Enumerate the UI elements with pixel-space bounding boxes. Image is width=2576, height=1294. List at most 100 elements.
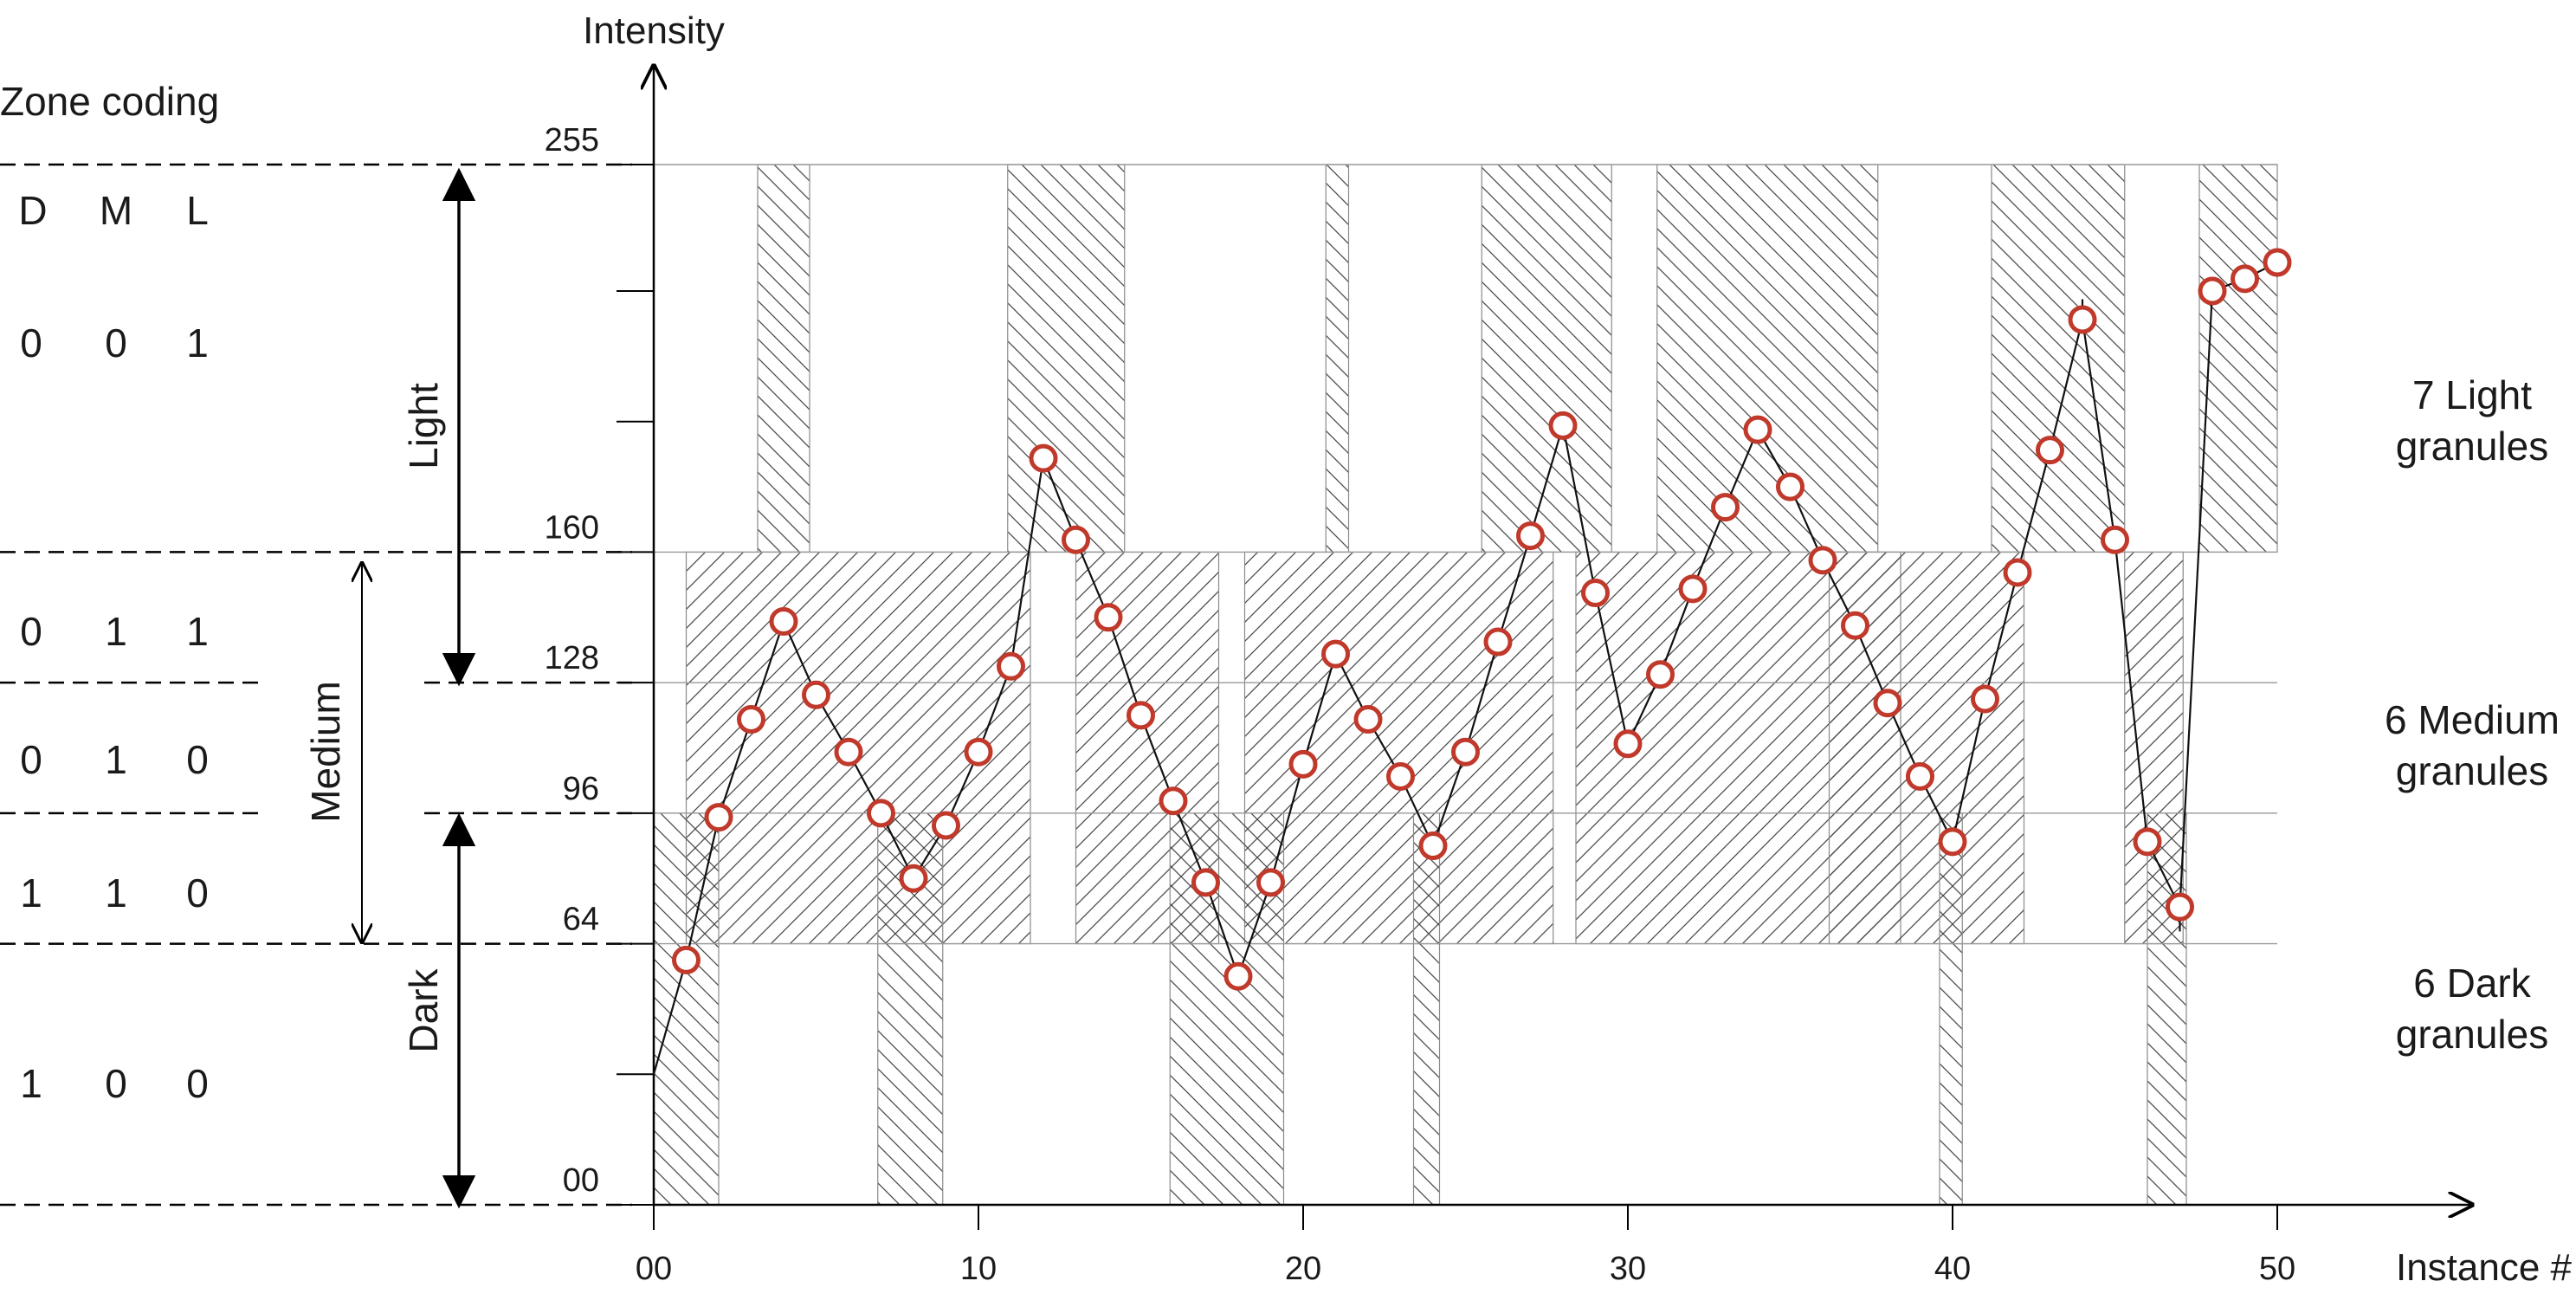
- zone-cell-d: 1: [20, 870, 42, 916]
- data-point: [1581, 579, 1610, 608]
- data-point: [737, 705, 765, 734]
- data-point: [1483, 627, 1513, 657]
- zone-row-light-medium: 0 1 1: [20, 609, 209, 654]
- zone-cell-m: 1: [105, 870, 127, 916]
- x-axis-title: Instance #: [2396, 1246, 2573, 1289]
- data-point: [1386, 761, 1415, 791]
- data-point: [964, 737, 993, 767]
- data-point: [2231, 264, 2259, 294]
- granule-label-medium: 6 Medium granules: [2385, 697, 2560, 793]
- zone-header-m: M: [100, 188, 132, 233]
- zone-label-light: Light: [401, 383, 446, 469]
- x-ticks: 00 10 20 30 40 50: [636, 1205, 2295, 1287]
- zone-cell-l: 1: [186, 320, 209, 366]
- y-tick-label: 64: [563, 902, 599, 938]
- granule-label-dark-line1: 6 Dark: [2413, 961, 2531, 1006]
- data-point: [1353, 705, 1383, 734]
- data-point: [2133, 827, 2162, 857]
- granule-label-light: 7 Light granules: [2396, 372, 2548, 469]
- data-point: [1321, 639, 1350, 669]
- data-point: [997, 651, 1025, 681]
- data-point: [672, 945, 700, 974]
- data-point: [1516, 521, 1545, 551]
- data-point: [1418, 831, 1448, 861]
- x-tick-label: 50: [2259, 1251, 2295, 1287]
- data-point: [1029, 443, 1058, 473]
- granule-regions: [653, 164, 2278, 1206]
- data-point: [1678, 574, 1708, 604]
- data-point: [769, 606, 798, 636]
- y-tick-label: 00: [563, 1162, 599, 1199]
- zone-cell-l: 0: [186, 737, 209, 782]
- zone-cell-m: 1: [105, 609, 127, 654]
- zone-cell-d: 0: [20, 609, 42, 654]
- data-point: [834, 737, 863, 767]
- data-point: [2101, 525, 2129, 554]
- zone-row-light: 0 0 1: [20, 320, 209, 366]
- light-granule: [1656, 164, 1879, 553]
- series-segment: [652, 960, 688, 1075]
- y-tick-label: 160: [545, 509, 599, 546]
- granule-label-medium-line1: 6 Medium: [2385, 697, 2560, 742]
- data-point: [1159, 786, 1188, 816]
- data-point: [2198, 276, 2227, 306]
- zone-cell-l: 0: [186, 870, 209, 916]
- data-point: [802, 680, 830, 709]
- y-tick-label: 96: [563, 771, 599, 807]
- y-axis-title: Intensity: [583, 10, 725, 52]
- threshold-lines: [654, 164, 2277, 945]
- data-point: [2166, 892, 2194, 922]
- data-point: [1808, 546, 1837, 575]
- data-point: [1062, 525, 1090, 554]
- data-point: [2068, 305, 2097, 334]
- data-point: [2263, 248, 2292, 277]
- data-point: [899, 864, 928, 893]
- data-point: [1191, 868, 1220, 897]
- zone-label-medium: Medium: [303, 681, 348, 823]
- y-tick-label: 128: [545, 640, 599, 676]
- dark-granule: [653, 812, 720, 1206]
- data-point: [1841, 611, 1869, 640]
- data-point: [1938, 827, 1967, 857]
- granule-label-medium-line2: granules: [2396, 748, 2548, 793]
- data-point: [1906, 761, 1934, 791]
- zone-row-dark: 1 0 0: [20, 1061, 209, 1106]
- data-point: [2003, 558, 2032, 587]
- granule-label-light-line2: granules: [2396, 424, 2548, 469]
- data-point: [1094, 603, 1123, 632]
- intensity-series: [652, 248, 2292, 1075]
- data-point: [1256, 868, 1285, 897]
- medium-granule: [1828, 551, 2025, 945]
- data-point: [1743, 415, 1772, 444]
- light-granule: [1481, 164, 1612, 553]
- zone-label-dark: Dark: [401, 967, 446, 1052]
- dark-granule: [1412, 812, 1441, 1206]
- x-tick-label: 30: [1610, 1251, 1646, 1287]
- zone-header-l: L: [186, 188, 209, 233]
- zone-row-medium: 0 1 0: [20, 737, 209, 782]
- data-point: [1127, 701, 1155, 730]
- data-point: [1646, 660, 1675, 689]
- data-point: [1548, 411, 1578, 440]
- zone-header-d: D: [18, 188, 47, 233]
- data-point: [1288, 749, 1318, 779]
- data-point: [1776, 472, 1804, 501]
- x-tick-label: 20: [1285, 1251, 1321, 1287]
- data-point: [1873, 689, 1902, 718]
- light-granule: [1991, 164, 2126, 553]
- data-point: [867, 799, 895, 828]
- light-granule: [757, 164, 810, 553]
- x-tick-label: 00: [636, 1251, 672, 1287]
- x-tick-label: 40: [1934, 1251, 1971, 1287]
- zone-row-dark-medium: 1 1 0: [20, 870, 209, 916]
- zone-coding-title: Zone coding: [0, 79, 219, 124]
- y-ticks: 00 64 96 128 160 255: [545, 122, 654, 1206]
- light-granule: [2198, 164, 2278, 553]
- data-point: [1711, 493, 1740, 522]
- data-point: [1451, 737, 1480, 767]
- zone-cell-d: 0: [20, 320, 42, 366]
- x-tick-label: 10: [960, 1251, 997, 1287]
- zone-cell-m: 0: [105, 1061, 127, 1106]
- dark-granule: [2147, 812, 2187, 1206]
